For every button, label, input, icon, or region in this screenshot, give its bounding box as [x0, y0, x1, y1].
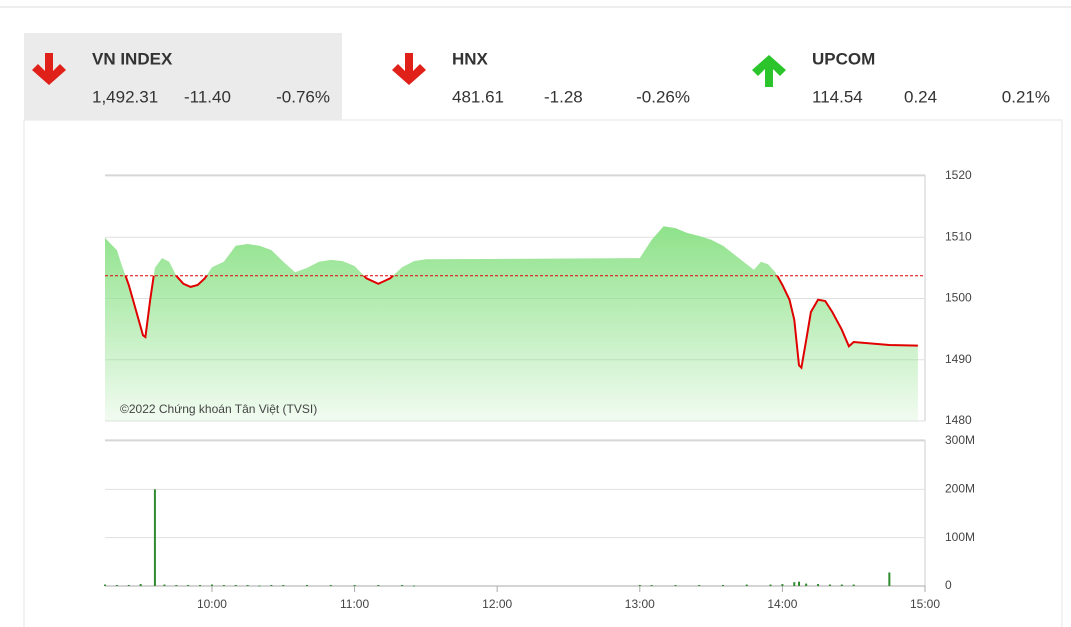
volume-bar	[650, 585, 653, 587]
arrow-down-icon	[392, 53, 426, 85]
volume-bar	[353, 585, 356, 587]
y-tick-label: 100M	[945, 530, 975, 544]
tab-background	[24, 33, 342, 120]
index-change: -1.28	[544, 87, 583, 106]
volume-bar	[852, 584, 855, 586]
volume-bar	[377, 585, 380, 587]
volume-bar	[401, 585, 404, 587]
volume-bar	[745, 584, 748, 586]
volume-bar	[888, 572, 891, 586]
volume-bar	[329, 585, 332, 587]
volume-bar	[187, 585, 190, 587]
volume-bar	[175, 585, 178, 587]
index-tabs: VN INDEX 1,492.31 -11.40 -0.76% HNX 481.61 -1.…	[24, 33, 1050, 120]
volume-bar	[222, 585, 225, 587]
price-area	[105, 226, 918, 421]
index-tab[interactable]: HNX 481.61 -1.28 -0.26%	[392, 49, 690, 106]
volume-bar	[210, 584, 213, 586]
x-tick-label: 11:00	[340, 597, 369, 611]
volume-bar	[781, 584, 784, 586]
index-value: 481.61	[452, 87, 504, 106]
volume-bar	[840, 584, 843, 586]
volume-bar	[246, 585, 249, 587]
index-percent: -0.76%	[276, 87, 330, 106]
index-name: VN INDEX	[92, 49, 173, 68]
volume-bar	[674, 585, 677, 587]
index-name: HNX	[452, 49, 489, 68]
index-tab[interactable]: UPCOM 114.54 0.24 0.21%	[752, 49, 1050, 106]
volume-bar	[115, 585, 118, 587]
y-tick-label: 1490	[945, 352, 972, 366]
volume-bar	[258, 585, 261, 587]
volume-bar	[817, 584, 820, 586]
x-tick-label: 14:00	[767, 597, 797, 611]
volume-bar	[828, 584, 831, 586]
volume-bar	[412, 585, 415, 587]
index-value: 114.54	[812, 87, 863, 106]
x-tick-label: 13:00	[625, 597, 655, 611]
x-tick-label: 10:00	[197, 597, 227, 611]
volume-bar	[638, 585, 641, 587]
y-tick-label: 300M	[945, 433, 975, 447]
volume-bar	[127, 585, 130, 587]
volume-bar	[199, 585, 202, 587]
y-tick-label: 1520	[945, 168, 972, 182]
x-tick-label: 12:00	[482, 597, 512, 611]
index-tab[interactable]: VN INDEX 1,492.31 -11.40 -0.76%	[24, 33, 342, 120]
y-tick-label: 0	[945, 578, 952, 592]
index-value: 1,492.31	[92, 87, 158, 106]
index-name: UPCOM	[812, 49, 875, 68]
volume-bar	[270, 585, 273, 587]
arrow-down-icon	[32, 53, 66, 85]
volume-bar	[104, 584, 106, 586]
volume-bar	[163, 584, 166, 586]
y-tick-label: 200M	[945, 482, 975, 496]
volume-bar	[769, 584, 772, 586]
index-percent: -0.26%	[636, 87, 690, 106]
volume-bar	[306, 585, 309, 587]
arrow-up-icon	[752, 55, 786, 87]
volume-bar	[153, 489, 156, 586]
chart: 1480 1490 1500 1510 1520 ©2022 Chứng khoán Tâ…	[104, 168, 975, 611]
volume-bar	[805, 583, 808, 586]
y-tick-label: 1510	[945, 229, 972, 243]
volume-bar	[234, 585, 237, 587]
index-change: 0.24	[904, 87, 937, 106]
x-tick-label: 15:00	[910, 597, 940, 611]
volume-bar	[698, 585, 701, 587]
volume-bar	[721, 585, 724, 587]
index-percent: 0.21%	[1002, 87, 1050, 106]
index-change: -11.40	[184, 87, 231, 106]
volume-bar	[798, 581, 801, 586]
watermark: ©2022 Chứng khoán Tân Việt (TVSI)	[120, 402, 317, 416]
volume-bar	[139, 584, 142, 586]
volume-bar	[793, 582, 796, 586]
volume-bar	[282, 585, 285, 587]
price-line	[124, 275, 918, 370]
y-tick-label: 1480	[945, 413, 972, 427]
y-tick-label: 1500	[945, 291, 972, 305]
